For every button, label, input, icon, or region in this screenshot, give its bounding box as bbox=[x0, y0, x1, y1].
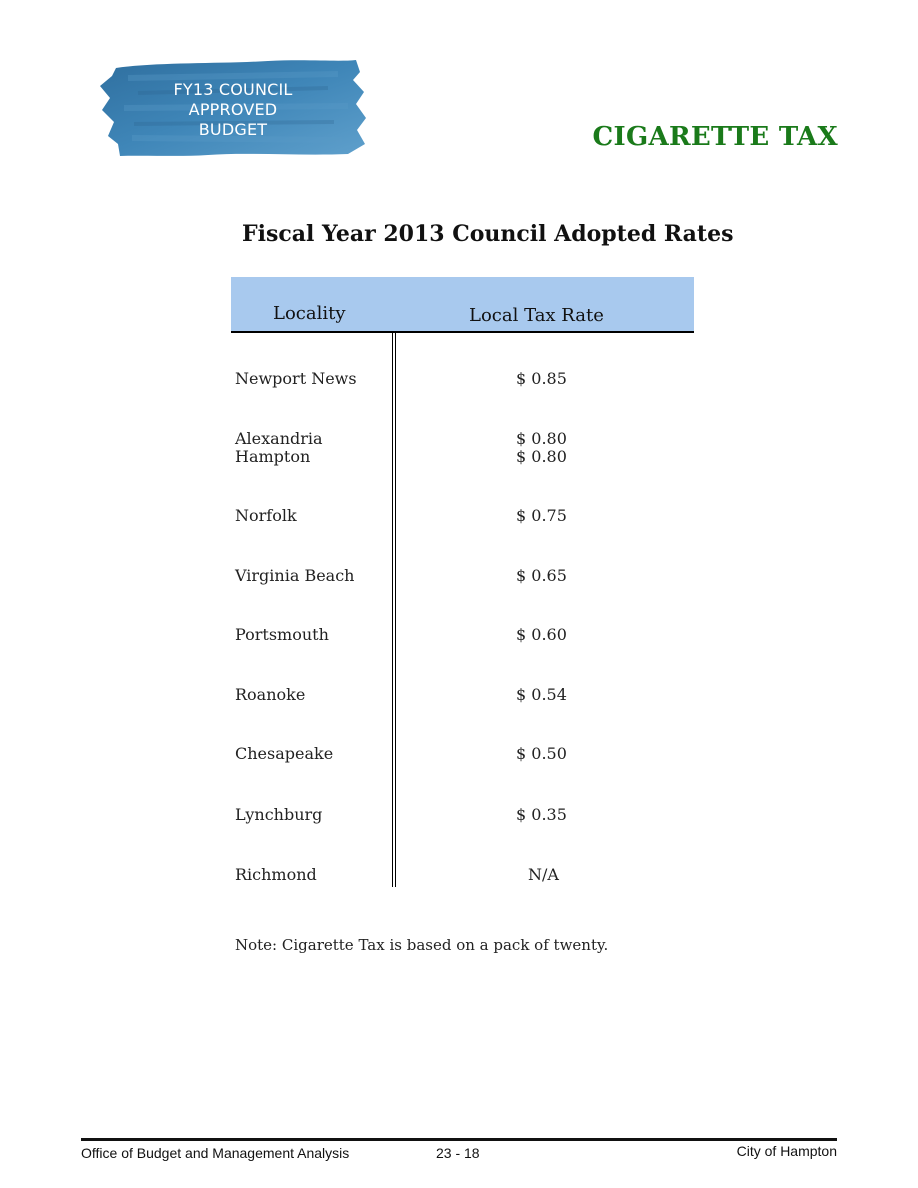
page-title: CIGARETTE TAX bbox=[592, 122, 838, 152]
watercolor-swash-icon bbox=[100, 60, 366, 156]
footer-divider bbox=[81, 1138, 837, 1141]
rate-cell: $ 0.80 bbox=[516, 447, 567, 466]
locality-cell: Virginia Beach bbox=[235, 566, 355, 585]
locality-cell: Norfolk bbox=[235, 506, 297, 525]
locality-cell: Portsmouth bbox=[235, 625, 329, 644]
badge-line-3: BUDGET bbox=[198, 120, 268, 139]
column-header-locality: Locality bbox=[273, 303, 346, 324]
footer-page-number: 23 - 18 bbox=[436, 1145, 480, 1161]
locality-cell: Alexandria bbox=[235, 429, 323, 448]
locality-cell: Richmond bbox=[235, 865, 317, 884]
locality-cell: Hampton bbox=[235, 447, 311, 466]
table-header: Locality Local Tax Rate bbox=[231, 277, 694, 333]
rate-cell: $ 0.65 bbox=[516, 566, 567, 585]
locality-cell: Lynchburg bbox=[235, 805, 323, 824]
locality-cell: Newport News bbox=[235, 369, 357, 388]
locality-cell: Roanoke bbox=[235, 685, 306, 704]
rate-cell: $ 0.80 bbox=[516, 429, 567, 448]
table-note: Note: Cigarette Tax is based on a pack o… bbox=[235, 936, 609, 954]
footer-city: City of Hampton bbox=[736, 1143, 837, 1159]
rate-cell: N/A bbox=[528, 865, 559, 884]
badge-line-1: FY13 COUNCIL bbox=[173, 80, 293, 99]
locality-cell: Chesapeake bbox=[235, 744, 334, 763]
rate-cell: $ 0.54 bbox=[516, 685, 567, 704]
rate-cell: $ 0.50 bbox=[516, 744, 567, 763]
table-title: Fiscal Year 2013 Council Adopted Rates bbox=[242, 221, 734, 247]
rate-cell: $ 0.60 bbox=[516, 625, 567, 644]
budget-badge-logo: FY13 COUNCIL APPROVED BUDGET bbox=[98, 58, 368, 158]
badge-text: FY13 COUNCIL APPROVED BUDGET bbox=[148, 80, 318, 140]
rate-cell: $ 0.85 bbox=[516, 369, 567, 388]
column-divider bbox=[392, 333, 396, 887]
badge-line-2: APPROVED bbox=[188, 100, 278, 119]
column-header-rate: Local Tax Rate bbox=[469, 305, 604, 326]
footer-department: Office of Budget and Management Analysis bbox=[81, 1145, 350, 1161]
rate-cell: $ 0.75 bbox=[516, 506, 567, 525]
rate-cell: $ 0.35 bbox=[516, 805, 567, 824]
